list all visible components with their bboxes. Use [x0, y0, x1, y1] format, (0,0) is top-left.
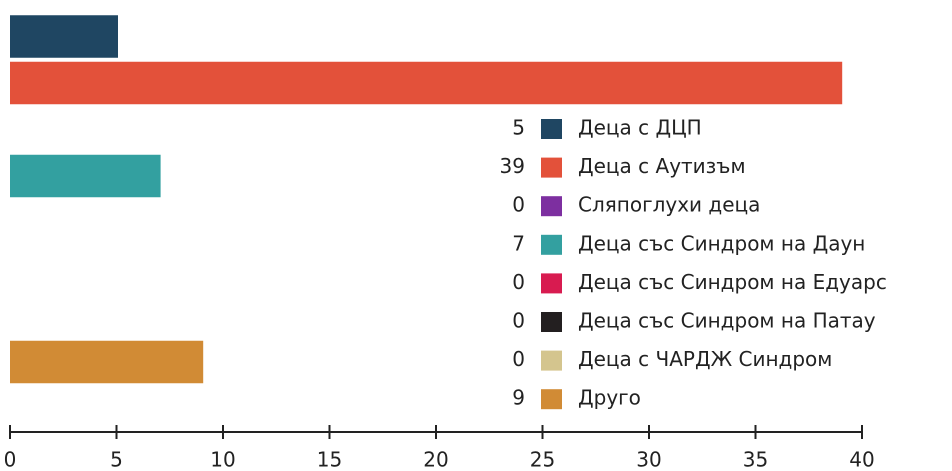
- legend-value: 9: [512, 386, 525, 410]
- x-tick-label: 20: [423, 448, 448, 471]
- bar: [10, 154, 161, 198]
- x-tick-label: 5: [110, 448, 123, 471]
- legend-swatch: [541, 389, 562, 410]
- legend-swatch: [541, 312, 562, 332]
- x-tick-label: 0: [4, 448, 17, 471]
- legend-swatch: [541, 234, 562, 255]
- legend-label: Деца със Синдром на Патау: [578, 309, 876, 333]
- legend-label: Деца със Синдром на Даун: [578, 231, 865, 255]
- legend-swatch: [541, 157, 562, 178]
- x-tick-label: 15: [317, 448, 342, 471]
- bar: [10, 340, 204, 384]
- legend-value: 0: [512, 270, 525, 294]
- legend-value: 39: [500, 154, 525, 178]
- legend-value: 5: [512, 116, 525, 140]
- legend-swatch: [541, 119, 562, 139]
- x-tick-label: 25: [530, 448, 555, 471]
- x-tick-label: 10: [210, 448, 235, 471]
- legend-label: Деца със Синдром на Едуарс: [578, 270, 887, 294]
- bar: [10, 61, 843, 105]
- legend-swatch: [541, 273, 562, 294]
- x-tick-label: 35: [743, 448, 768, 471]
- legend-value: 0: [512, 309, 525, 333]
- legend-label: Деца с Аутизъм: [578, 154, 746, 178]
- x-tick-label: 30: [636, 448, 661, 471]
- legend-value: 7: [512, 231, 525, 255]
- legend-label: Деца с ЧАРДЖ Синдром: [578, 347, 832, 371]
- legend-label: Друго: [578, 386, 641, 410]
- x-tick-label: 40: [849, 448, 874, 471]
- legend-swatch: [541, 196, 562, 217]
- legend-label: Деца с ДЦП: [578, 116, 702, 140]
- legend-value: 0: [512, 193, 525, 217]
- bar: [10, 15, 118, 58]
- legend-value: 0: [512, 347, 525, 371]
- legend-label: Сляпоглухи деца: [578, 193, 760, 217]
- legend-swatch: [541, 350, 562, 371]
